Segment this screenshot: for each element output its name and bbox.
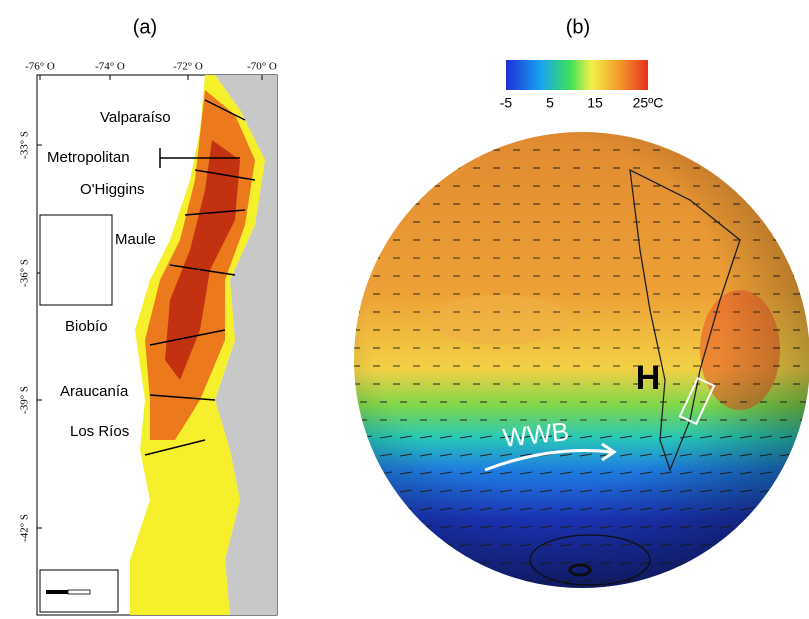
wind-vector: [419, 561, 433, 565]
wind-vector: [719, 561, 733, 565]
wind-vector: [779, 507, 793, 511]
wind-vector: [499, 579, 513, 583]
wind-vector: [359, 579, 373, 583]
wind-vector: [699, 561, 713, 565]
wind-vector: [399, 525, 413, 529]
colorbar-label: -5: [500, 95, 513, 111]
region-label: Biobío: [65, 318, 108, 335]
wind-vector: [399, 579, 413, 583]
wind-vector: [739, 579, 753, 583]
wind-vector: [359, 543, 373, 547]
wind-vector: [399, 543, 413, 547]
scale-bar: [67, 589, 91, 595]
region-label: Valparaíso: [100, 109, 171, 126]
high-label: H: [636, 359, 661, 397]
wind-vector: [799, 507, 809, 511]
wind-vector: [359, 471, 373, 475]
wind-vector: [699, 579, 713, 583]
wind-vector: [379, 543, 393, 547]
lat-tick-label: -42° S: [19, 514, 31, 542]
study-box: [678, 376, 716, 426]
panel-label: (b): [566, 16, 590, 38]
region-label: Maule: [115, 231, 156, 248]
wind-vector: [359, 525, 373, 529]
legend-box: [39, 214, 113, 306]
jet-arrow: [484, 449, 613, 472]
fire-dense: [165, 140, 240, 380]
wind-vector: [439, 561, 453, 565]
wind-vector: [379, 489, 393, 493]
wind-vector: [679, 579, 693, 583]
lon-tick-label: -72° O: [173, 61, 203, 73]
wind-vector: [779, 561, 793, 565]
wind-vector: [739, 561, 753, 565]
wind-vector: [739, 525, 753, 529]
colorbar-label: 15: [587, 95, 603, 111]
wind-vector: [779, 471, 793, 475]
wind-vector: [439, 579, 453, 583]
wind-vector: [379, 507, 393, 511]
globe-shade: [354, 132, 809, 588]
wind-vector: [719, 543, 733, 547]
wind-vector: [799, 543, 809, 547]
wind-vector: [479, 579, 493, 583]
region-label: Los Ríos: [70, 423, 129, 440]
wind-vector: [779, 543, 793, 547]
wind-vector: [359, 489, 373, 493]
wind-vector: [399, 561, 413, 565]
wind-vector: [379, 525, 393, 529]
wind-vector: [759, 507, 773, 511]
wind-vector: [459, 579, 473, 583]
region-label: O'Higgins: [80, 181, 145, 198]
lon-tick-label: -70° O: [247, 61, 277, 73]
wind-vector: [379, 579, 393, 583]
wind-vector: [799, 471, 809, 475]
wind-vector: [359, 507, 373, 511]
wind-vector: [659, 579, 673, 583]
wind-vector: [359, 453, 373, 457]
wind-vector: [759, 579, 773, 583]
wind-vector: [779, 489, 793, 493]
wind-vector: [799, 435, 809, 439]
wind-vector: [759, 561, 773, 565]
wind-vector: [779, 579, 793, 583]
wind-vector: [799, 489, 809, 493]
jet-arrowhead: [601, 442, 617, 462]
lon-tick-label: -76° O: [25, 61, 55, 73]
lat-tick-label: -39° S: [19, 386, 31, 414]
wind-vector: [799, 561, 809, 565]
region-label: Araucanía: [60, 383, 129, 400]
wind-vector: [419, 579, 433, 583]
colorbar-label: 25ºC: [633, 95, 664, 111]
wind-vector: [419, 543, 433, 547]
lon-tick-label: -74° O: [95, 61, 125, 73]
scale-bar: [46, 590, 68, 594]
wind-vector: [719, 579, 733, 583]
wind-vector: [779, 525, 793, 529]
colorbar-label: 5: [546, 95, 554, 111]
wind-vector: [759, 525, 773, 529]
jet-label: WWB: [501, 416, 570, 453]
wind-vector: [759, 543, 773, 547]
wind-vector: [359, 561, 373, 565]
wind-vector: [379, 561, 393, 565]
neighbor-land: [215, 75, 277, 615]
lat-tick-label: -33° S: [19, 131, 31, 159]
lat-tick-label: -36° S: [19, 259, 31, 287]
region-label: Metropolitan: [47, 149, 130, 166]
wind-vector: [459, 561, 473, 565]
colorbar: [506, 60, 648, 90]
wind-vector: [799, 525, 809, 529]
panel-label: (a): [133, 16, 157, 38]
wind-vector: [799, 579, 809, 583]
wind-vector: [799, 453, 809, 457]
wind-vector: [639, 579, 653, 583]
region-borders: [144, 99, 256, 456]
wind-vector: [739, 543, 753, 547]
